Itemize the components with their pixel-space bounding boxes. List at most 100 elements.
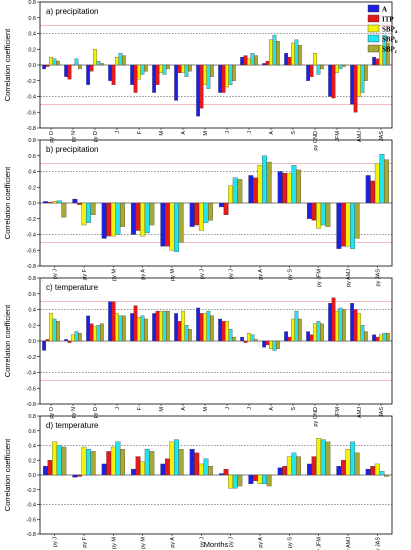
panel-1: 0.8 0.6 0.4 0.2 0.0 -0.2 -0.4 -0.6 -0.8 py O py N p… <box>3 0 393 151</box>
bar-sbpa <box>203 313 207 342</box>
y-tick-label: -0.8 <box>27 402 36 408</box>
bar-itp <box>221 64 226 93</box>
bar-sbpa <box>169 441 175 476</box>
bar-sbpa <box>169 202 175 251</box>
y-tick-label: 0.2 <box>28 185 36 191</box>
y-tick-label: 0.2 <box>28 47 36 53</box>
x-tick-label: M <box>159 407 165 412</box>
bar-sbpc <box>325 202 331 227</box>
bar-a <box>307 202 312 219</box>
bar-sbpa <box>52 441 58 476</box>
bar-sbpc <box>319 323 324 342</box>
panel-title: a) precipitation <box>46 7 98 16</box>
bar-sbpb <box>203 202 209 223</box>
bar-itp <box>67 64 72 80</box>
bar-a <box>196 64 201 117</box>
bar-sbpb <box>144 449 150 476</box>
bar-sbpc <box>319 64 324 70</box>
x-tick-label: py O <box>49 406 55 418</box>
bar-sbpb <box>228 329 233 342</box>
bar-itp <box>265 340 270 346</box>
legend-label-a: A <box>382 6 387 14</box>
bar-sbpa <box>291 318 295 342</box>
bar-sbpa <box>115 56 119 66</box>
y-tick-label: -0.2 <box>27 488 36 494</box>
bar-a <box>101 202 107 239</box>
bar-sbpc <box>296 169 301 204</box>
bar-sbpb <box>203 458 209 476</box>
bar-itp <box>287 56 292 66</box>
bar-itp <box>133 64 138 93</box>
bar-a <box>248 474 254 485</box>
bar-itp <box>370 465 376 476</box>
bar-itp <box>309 334 314 342</box>
x-tick-label: py S <box>287 537 293 548</box>
y-tick-label: -0.2 <box>27 355 36 361</box>
bar-itp <box>164 202 170 247</box>
x-tick-label: J <box>115 407 121 410</box>
y-tick-label: -0.6 <box>27 386 36 392</box>
bar-sbpa <box>181 310 185 342</box>
bar-sbpb <box>232 177 238 204</box>
bar-itp <box>89 323 94 342</box>
bar-sbpb <box>52 58 57 66</box>
bar-sbpa <box>137 64 141 80</box>
bar-sbpa <box>140 461 146 476</box>
bar-sbpa <box>374 463 380 476</box>
y-tick-label: 0.6 <box>28 429 36 435</box>
panel-3: 0.8 0.6 0.4 0.2 0.0 -0.2 -0.4 -0.6 -0.8 py O py N p… <box>3 276 393 427</box>
x-tick-label: A <box>269 407 275 411</box>
legend-swatch-a <box>367 4 380 13</box>
bar-sbpb <box>56 445 62 476</box>
bar-sbpc <box>120 449 125 476</box>
bar-a <box>189 202 195 227</box>
y-tick-label: -0.2 <box>27 79 36 85</box>
bar-a <box>174 64 179 101</box>
bar-itp <box>111 64 116 85</box>
y-tick-label: -0.4 <box>27 503 36 509</box>
bar-itp <box>111 301 116 342</box>
bar-itp <box>135 456 141 476</box>
bar-sbpc <box>121 55 126 66</box>
y-tick-label: 0.0 <box>28 63 36 69</box>
bar-sbpc <box>90 451 96 476</box>
x-tick-label: A <box>269 131 275 135</box>
y-tick-label: -0.4 <box>27 95 36 101</box>
plot-frame <box>39 1 393 129</box>
bar-a <box>372 334 377 342</box>
bar-sbpa <box>316 437 322 476</box>
bar-a <box>218 318 223 342</box>
bar-sbpb <box>250 53 255 66</box>
bar-itp <box>45 64 50 67</box>
bar-sbpa <box>247 58 251 66</box>
bar-sbpb <box>262 474 268 485</box>
bar-sbpc <box>275 41 280 66</box>
bar-a <box>131 468 136 476</box>
x-tick-label: JFM <box>335 131 341 142</box>
x-tick-label: py J <box>53 269 59 279</box>
bar-sbpa <box>247 332 251 342</box>
bar-a <box>130 313 135 342</box>
y-tick-label: 0.6 <box>28 16 36 22</box>
bar-sbpb <box>250 334 255 342</box>
bar-sbpa <box>198 202 204 231</box>
bar-sbpc <box>99 63 104 66</box>
x-tick-label: py O <box>49 130 55 142</box>
bar-itp <box>135 202 141 231</box>
bar-sbpc <box>149 202 155 226</box>
bar-itp <box>199 64 204 109</box>
y-tick-label: 0.6 <box>28 292 36 298</box>
bar-itp <box>309 64 314 77</box>
bar-sbpb <box>206 64 211 89</box>
x-tick-label: AMJ <box>357 407 363 418</box>
bar-sbpa <box>345 202 351 247</box>
x-tick-label: py J <box>199 269 205 279</box>
bar-itp <box>223 468 229 476</box>
x-tick-label: AMJ <box>357 131 363 142</box>
bar-a <box>108 64 113 81</box>
y-axis-label: Correlation coefficient <box>3 166 12 239</box>
bar-sbpa <box>159 310 163 342</box>
y-tick-label: -0.4 <box>27 233 36 239</box>
bar-a <box>219 473 224 476</box>
